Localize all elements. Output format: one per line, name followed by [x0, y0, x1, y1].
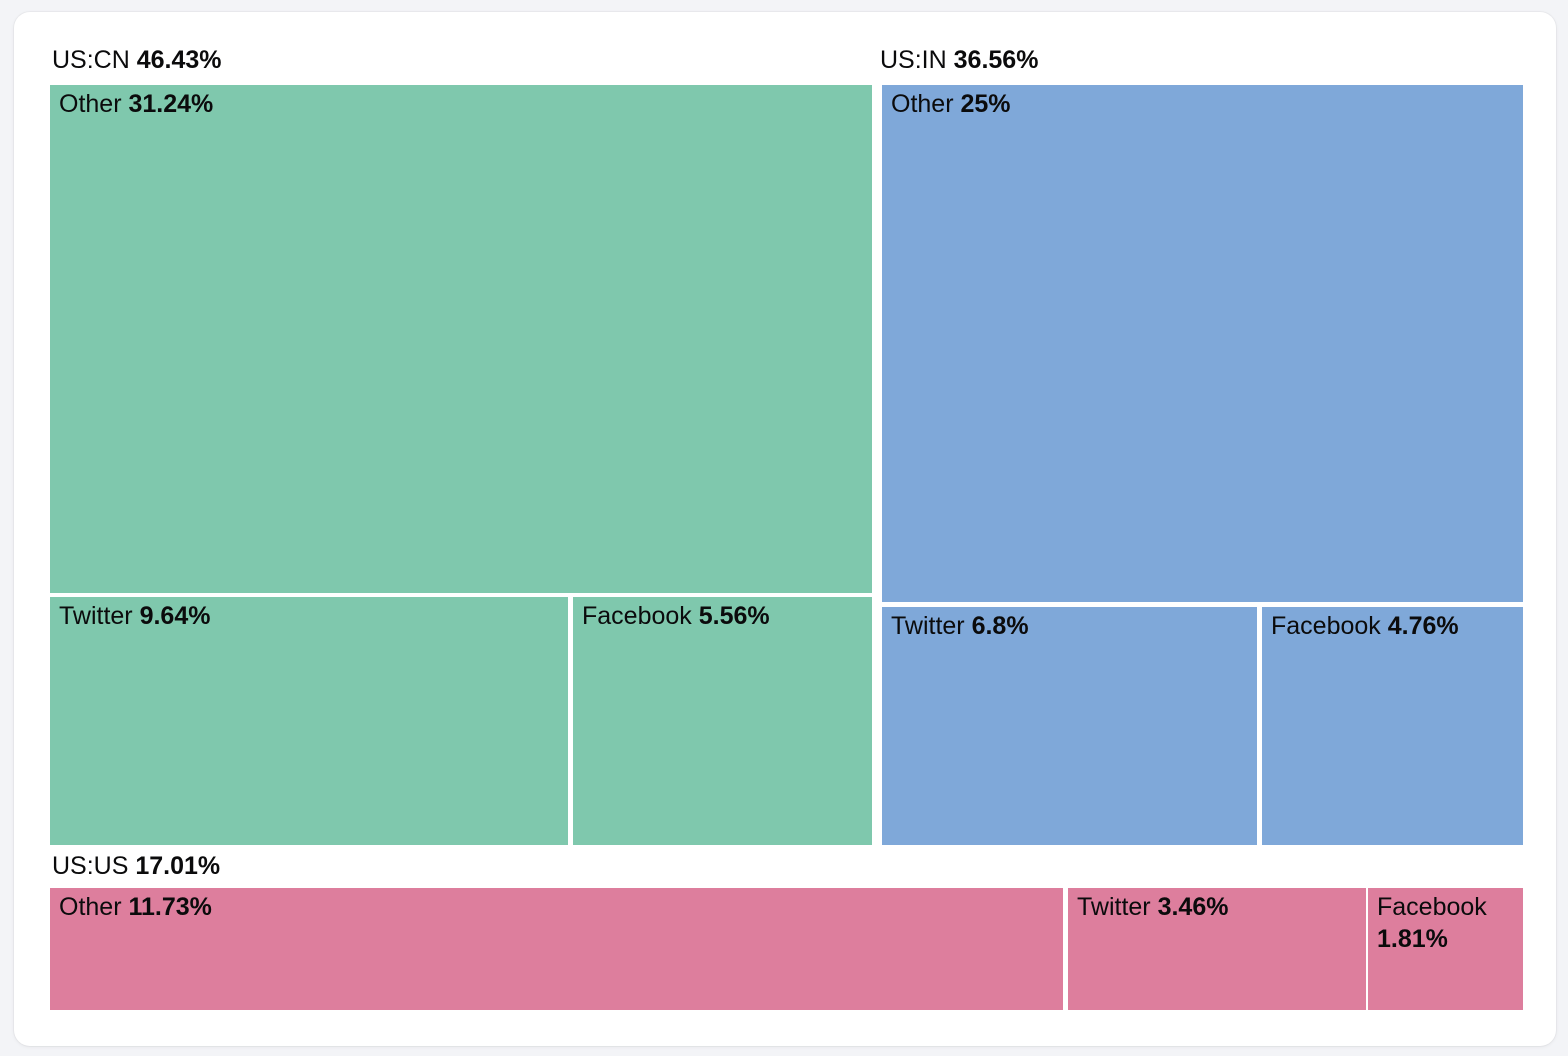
- treemap-tile-uscn-facebook[interactable]: Facebook 5.56%: [573, 597, 872, 845]
- treemap-tile-usus-facebook[interactable]: Facebook 1.81%: [1368, 888, 1523, 1010]
- treemap-tile-usus-twitter[interactable]: Twitter 3.46%: [1068, 888, 1366, 1010]
- treemap-tile-usin-other[interactable]: Other 25%: [882, 85, 1523, 602]
- tile-percent: 3.46%: [1157, 893, 1229, 921]
- tile-percent: 4.76%: [1387, 612, 1459, 640]
- group-percent: 17.01%: [135, 852, 221, 880]
- tile-percent: 6.8%: [971, 612, 1029, 640]
- treemap-tile-usin-twitter[interactable]: Twitter 6.8%: [882, 607, 1257, 845]
- tile-label: Twitter 9.64%: [50, 597, 568, 635]
- group-header-usin: US:IN 36.56%: [880, 45, 1038, 75]
- tile-percent: 9.64%: [139, 602, 211, 630]
- tile-label: Twitter 6.8%: [882, 607, 1257, 645]
- group-name: US:CN: [52, 46, 130, 74]
- tile-name: Twitter: [1077, 893, 1151, 921]
- tile-percent: 25%: [960, 90, 1011, 118]
- tile-name: Other: [59, 893, 122, 921]
- tile-label: Facebook 5.56%: [573, 597, 872, 635]
- tile-percent: 11.73%: [128, 893, 212, 921]
- tile-name: Facebook: [1377, 893, 1487, 921]
- tile-percent: 1.81%: [1377, 925, 1448, 953]
- group-header-uscn: US:CN 46.43%: [52, 45, 222, 75]
- tile-label: Facebook 4.76%: [1262, 607, 1523, 645]
- tile-name: Twitter: [59, 602, 133, 630]
- group-name: US:IN: [880, 46, 947, 74]
- tile-percent: 31.24%: [128, 90, 214, 118]
- group-name: US:US: [52, 852, 129, 880]
- treemap-card: US:CN 46.43% US:IN 36.56% US:US 17.01% O…: [14, 12, 1556, 1046]
- treemap-tile-uscn-twitter[interactable]: Twitter 9.64%: [50, 597, 568, 845]
- tile-name: Twitter: [891, 612, 965, 640]
- tile-label: Other 11.73%: [50, 888, 1063, 926]
- tile-name: Other: [891, 90, 954, 118]
- tile-label: Other 25%: [882, 85, 1523, 123]
- tile-label: Facebook 1.81%: [1368, 888, 1523, 958]
- group-percent: 36.56%: [953, 46, 1039, 74]
- treemap-tile-usin-facebook[interactable]: Facebook 4.76%: [1262, 607, 1523, 845]
- tile-percent: 5.56%: [698, 602, 770, 630]
- treemap-tile-usus-other[interactable]: Other 11.73%: [50, 888, 1063, 1010]
- group-header-usus: US:US 17.01%: [52, 851, 220, 881]
- tile-name: Facebook: [582, 602, 692, 630]
- tile-name: Other: [59, 90, 122, 118]
- tile-label: Other 31.24%: [50, 85, 872, 123]
- treemap-tile-uscn-other[interactable]: Other 31.24%: [50, 85, 872, 593]
- group-percent: 46.43%: [136, 46, 222, 74]
- tile-name: Facebook: [1271, 612, 1381, 640]
- tile-label: Twitter 3.46%: [1068, 888, 1366, 926]
